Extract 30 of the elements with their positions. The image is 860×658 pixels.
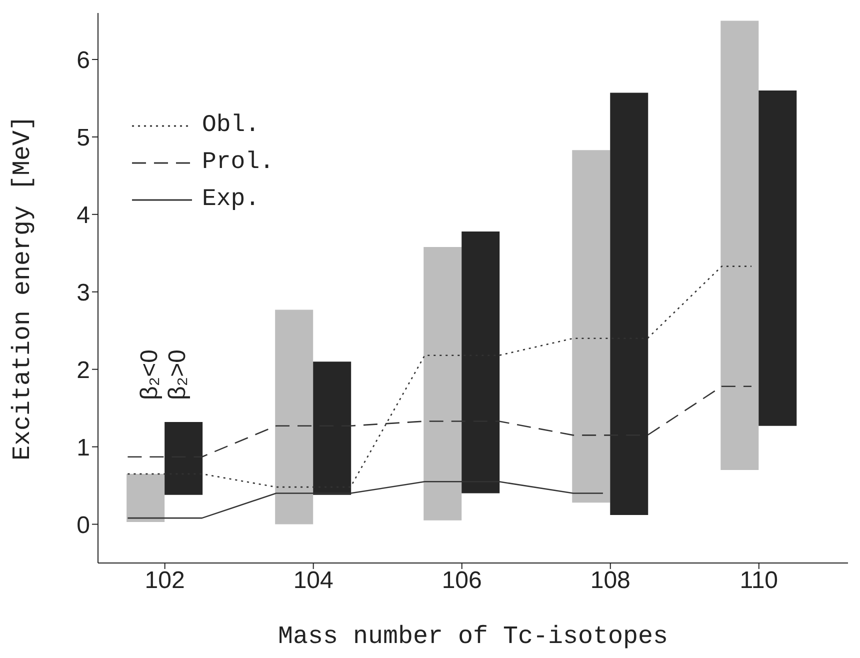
y-tick-label: 5 [76, 124, 90, 152]
y-tick-label: 1 [76, 434, 90, 462]
line-series [127, 266, 752, 488]
bar [313, 362, 352, 495]
annotation: β₂>0 [164, 350, 192, 400]
y-tick-label: 2 [76, 356, 90, 384]
bar [275, 310, 314, 524]
x-tick-label: 110 [740, 567, 778, 594]
x-tick-label: 104 [293, 567, 334, 594]
x-axis-title: Mass number of Tc-isotopes [278, 622, 668, 651]
y-tick-label: 0 [76, 512, 90, 539]
x-tick-label: 108 [590, 567, 630, 594]
y-tick-label: 3 [76, 279, 90, 306]
x-tick-label: 106 [442, 567, 482, 594]
bar [424, 246, 462, 520]
bar [610, 92, 648, 515]
annotation: β₂<0 [136, 350, 164, 400]
bar [720, 20, 759, 470]
legend-label: Prol. [202, 149, 274, 176]
x-tick-label: 102 [144, 567, 185, 594]
legend-label: Exp. [202, 186, 260, 213]
bar [758, 90, 797, 426]
bar [164, 422, 203, 495]
bar [462, 231, 500, 494]
y-axis-title: Excitation energy [MeV] [8, 115, 37, 461]
bar [572, 150, 610, 503]
legend-label: Obl. [202, 112, 260, 139]
y-tick-label: 4 [76, 202, 90, 229]
bar [126, 474, 165, 522]
y-tick-label: 6 [76, 47, 90, 74]
